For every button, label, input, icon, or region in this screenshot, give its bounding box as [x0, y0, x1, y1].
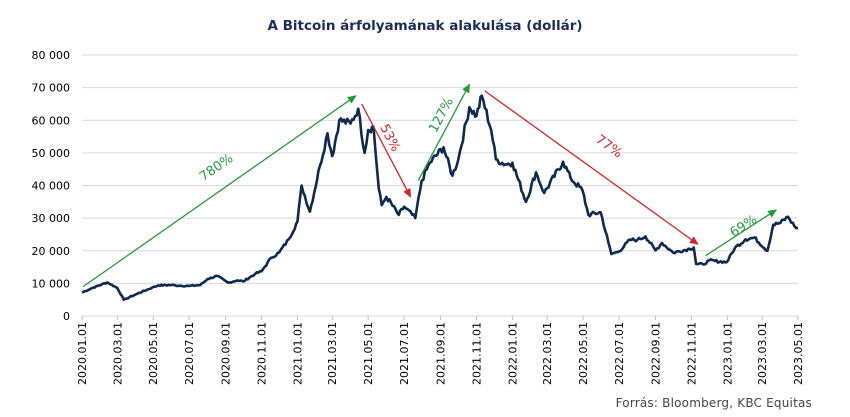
bitcoin-price-line [81, 94, 799, 301]
x-tick-label: 2022.11.01 [685, 322, 698, 385]
chart-title: A Bitcoin árfolyamának alakulása (dollár… [267, 18, 583, 34]
series-line-group [81, 94, 799, 301]
x-tick-label: 2022.05.01 [577, 322, 590, 385]
y-tick-label: 60 000 [32, 114, 71, 127]
x-tick-label: 2020.07.01 [183, 322, 196, 385]
y-tick-label: 30 000 [32, 212, 71, 225]
x-tick-label: 2021.01.01 [292, 322, 305, 385]
x-tick-label: 2020.01.01 [76, 322, 89, 385]
x-tick-label: 2022.07.01 [613, 322, 626, 385]
trend-arrow-red [361, 103, 412, 198]
x-tick-label: 2022.01.01 [506, 322, 519, 385]
trend-arrows [82, 83, 778, 288]
x-tick-label: 2022.09.01 [650, 322, 663, 385]
percent-change-label: 77% [593, 132, 625, 161]
gridlines [82, 54, 798, 317]
x-tick-label: 2021.07.01 [398, 322, 411, 385]
x-tick-label: 2021.05.01 [362, 322, 375, 385]
x-tick-label: 2023.01.01 [721, 322, 734, 385]
trend-arrow-green [417, 83, 471, 181]
x-tick-label: 2020.03.01 [111, 322, 124, 385]
trend-arrow-red [484, 90, 699, 245]
source-note: Forrás: Bloomberg, KBC Equitas [615, 396, 812, 410]
percent-change-label: 780% [197, 151, 236, 185]
y-tick-label: 50 000 [32, 147, 71, 160]
y-tick-label: 10 000 [32, 277, 71, 290]
x-tick-label: 2021.11.01 [471, 322, 484, 385]
x-tick-label: 2020.05.01 [147, 322, 160, 385]
x-tick-label: 2023.05.01 [792, 322, 805, 385]
y-tick-label: 40 000 [32, 180, 71, 193]
x-tick-label: 2023.03.01 [756, 322, 769, 385]
y-tick-label: 0 [63, 310, 70, 323]
x-tick-label: 2022.03.01 [541, 322, 554, 385]
y-tick-label: 20 000 [32, 245, 71, 258]
trend-arrow-green [705, 209, 778, 257]
x-tick-label: 2021.09.01 [435, 322, 448, 385]
x-axis-ticks: 2020.01.01 2020.03.01 2020.05.01 2020.07.01… [76, 316, 805, 385]
y-tick-label: 70 000 [32, 82, 71, 95]
x-tick-label: 2020.09.01 [220, 322, 233, 385]
y-axis-ticks: 0 10 000 20 000 30 000 40 000 50 000 60 000 70 … [32, 49, 71, 323]
y-tick-label: 80 000 [32, 49, 71, 62]
trend-arrow-green [82, 95, 357, 288]
x-tick-label: 2021.03.01 [326, 322, 339, 385]
annotation-labels: 780%53%127%77%69% [197, 95, 760, 240]
x-tick-label: 2020.11.01 [256, 322, 269, 385]
